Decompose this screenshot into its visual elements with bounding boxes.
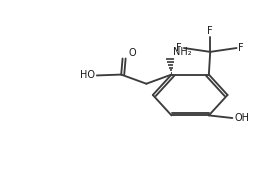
Text: O: O <box>128 48 136 58</box>
Text: HO: HO <box>80 70 95 80</box>
Text: OH: OH <box>234 113 249 123</box>
Text: F: F <box>239 43 244 53</box>
Text: NH₂: NH₂ <box>173 47 192 57</box>
Text: F: F <box>207 26 213 36</box>
Text: F: F <box>176 43 182 53</box>
